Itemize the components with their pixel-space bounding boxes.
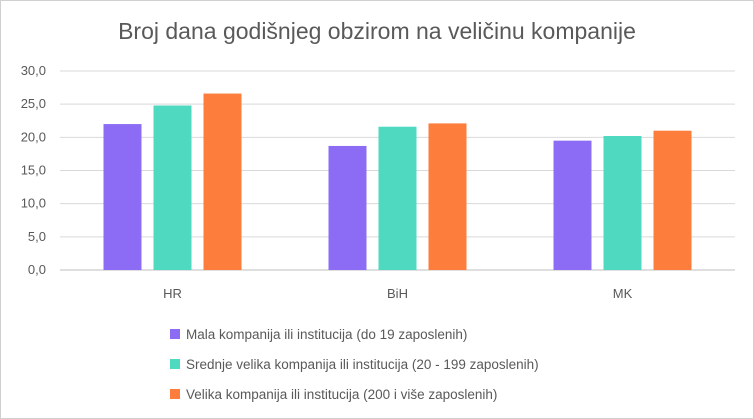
y-tick-label: 10,0	[21, 196, 46, 211]
x-tick-label-mk: MK	[613, 286, 633, 301]
y-tick-label: 25,0	[21, 96, 46, 111]
bar-bih-series-1	[378, 126, 417, 270]
bar-mk-series-1	[603, 136, 642, 270]
x-tick-label-hr: HR	[163, 286, 182, 301]
y-tick-label: 20,0	[21, 129, 46, 144]
y-tick-label: 30,0	[21, 63, 46, 78]
bar-hr-series-0	[103, 124, 142, 270]
legend-label-medium: Srednje velika kompanija ili institucija…	[186, 356, 539, 372]
legend-item-large: Velika kompanija ili institucija (200 i …	[170, 382, 539, 406]
bar-hr-series-2	[203, 93, 242, 270]
legend-swatch-small	[170, 329, 180, 339]
y-tick-label: 5,0	[28, 229, 46, 244]
legend: Mala kompanija ili institucija (do 19 za…	[170, 322, 539, 412]
legend-swatch-medium	[170, 359, 180, 369]
legend-label-large: Velika kompanija ili institucija (200 i …	[186, 386, 498, 402]
legend-item-small: Mala kompanija ili institucija (do 19 za…	[170, 322, 539, 346]
chart-title: Broj dana godišnjeg obzirom na veličinu …	[118, 18, 636, 44]
x-tick-label-bih: BiH	[387, 286, 408, 301]
y-tick-label: 0,0	[28, 262, 46, 277]
bar-mk-series-0	[553, 140, 592, 270]
bar-hr-series-1	[153, 105, 192, 270]
bar-bih-series-0	[328, 145, 367, 270]
legend-swatch-large	[170, 389, 180, 399]
legend-item-medium: Srednje velika kompanija ili institucija…	[170, 352, 539, 376]
y-tick-label: 15,0	[21, 163, 46, 178]
bar-mk-series-2	[653, 130, 692, 270]
bar-bih-series-2	[428, 123, 467, 270]
legend-label-small: Mala kompanija ili institucija (do 19 za…	[186, 326, 468, 342]
